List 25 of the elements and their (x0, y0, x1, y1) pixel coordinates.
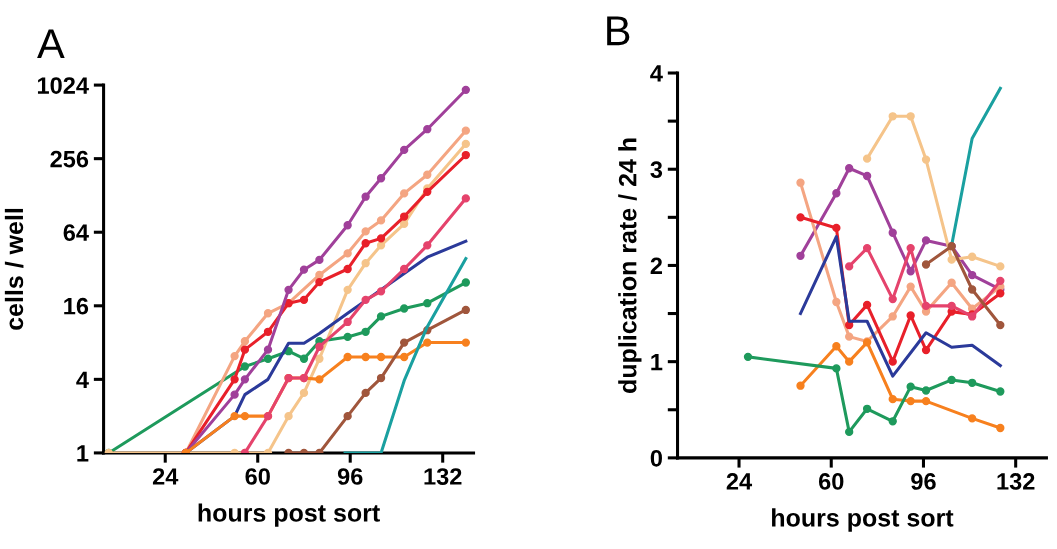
y-tick-label: 1 (77, 445, 89, 462)
y-tick-label: 1024 (37, 77, 89, 94)
x-axis-title: hours post sort (772, 508, 954, 532)
chart-title: A (37, 29, 65, 59)
y-tick-label: 16 (64, 297, 89, 315)
y-axis-title: duplication rate / 24 h (618, 138, 642, 393)
y-tick-label: 64 (63, 224, 89, 242)
y-tick-label: 0 (650, 449, 662, 467)
x-tick-label: 60 (245, 468, 270, 485)
x-axis-title: hours post sort (198, 503, 380, 527)
y-tick-label: 256 (50, 150, 89, 168)
x-tick-label: 132 (997, 473, 1035, 490)
x-tick-label: 24 (152, 468, 179, 485)
y-tick-label: 2 (650, 257, 663, 274)
y-tick-label: 4 (76, 371, 89, 388)
x-tick-label: 24 (726, 473, 753, 490)
x-tick-label: 96 (337, 468, 363, 485)
chart-title: B (607, 16, 630, 46)
y-tick-label: 1 (651, 353, 663, 371)
x-tick-label: 96 (911, 473, 936, 490)
y-axis-title: cells / well (4, 208, 24, 330)
y-tick-label: 3 (650, 161, 663, 179)
x-tick-label: 132 (424, 468, 462, 485)
y-tick-label: 4 (650, 65, 663, 82)
x-tick-label: 60 (818, 473, 844, 490)
